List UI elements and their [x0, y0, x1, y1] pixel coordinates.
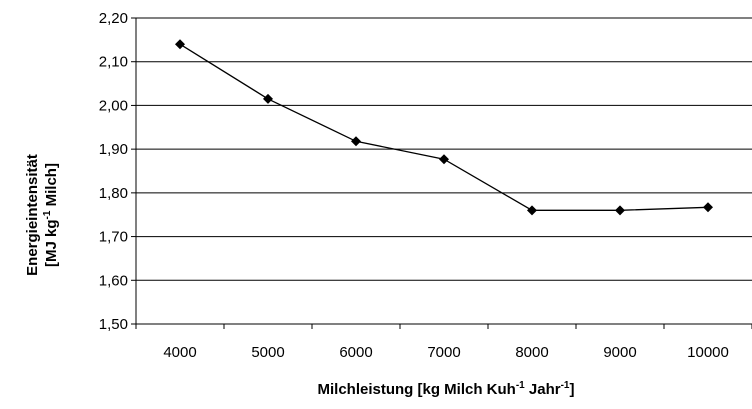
y-tick-label: 1,70: [99, 229, 128, 246]
x-tick-label: 8000: [515, 344, 548, 361]
y-tick-label: 2,10: [99, 54, 128, 71]
y-tick-label: 2,00: [99, 97, 128, 114]
y-axis-title-line2: [MJ kg-1 Milch]: [42, 163, 60, 267]
data-point-marker: [703, 202, 713, 213]
data-point-marker: [439, 154, 449, 165]
series-line: [179, 43, 709, 211]
data-point-marker: [263, 93, 273, 104]
data-point-marker: [527, 205, 537, 216]
y-tick-label: 1,50: [99, 316, 128, 333]
y-tick-label: 1,80: [99, 185, 128, 202]
x-tick-label: 9000: [603, 344, 636, 361]
data-point-marker: [351, 136, 361, 147]
x-tick-labels: 4000 5000 6000 7000 8000 9000 10000: [163, 344, 729, 361]
x-tick-label: 10000: [687, 344, 729, 361]
x-tick-label: 6000: [339, 344, 372, 361]
x-axis-title: Milchleistung [kg Milch Kuh-1 Jahr-1]: [317, 380, 574, 398]
y-tick-label: 2,20: [99, 10, 128, 27]
y-tick-label: 1,60: [99, 272, 128, 289]
data-point-marker: [615, 205, 625, 216]
x-tick-label: 4000: [163, 344, 196, 361]
series-line-path: [179, 43, 709, 211]
data-points: [175, 39, 713, 216]
x-tick-label: 7000: [427, 344, 460, 361]
axes: [131, 17, 752, 329]
data-point-marker: [175, 39, 185, 50]
x-tick-label: 5000: [251, 344, 284, 361]
y-tick-label: 1,90: [99, 141, 128, 158]
y-axis-title-line1: Energieintensität: [24, 154, 41, 276]
gridlines: [136, 17, 752, 281]
y-tick-labels: 1,50 1,60 1,70 1,80 1,90 2,00 2,10 2,20: [99, 10, 128, 333]
